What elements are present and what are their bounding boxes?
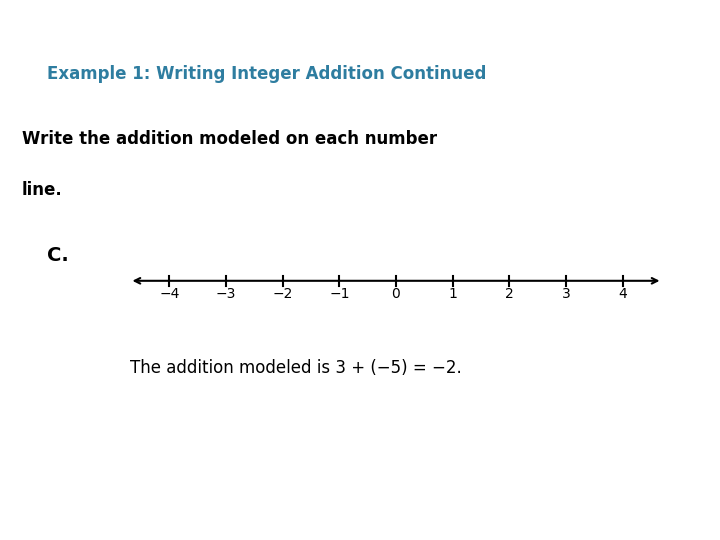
Text: −2: −2 <box>272 287 293 301</box>
Text: C.: C. <box>47 246 68 265</box>
Text: Example 1: Writing Integer Addition Continued: Example 1: Writing Integer Addition Cont… <box>47 65 486 83</box>
Text: line.: line. <box>22 181 63 199</box>
Text: Write the addition modeled on each number: Write the addition modeled on each numbe… <box>22 130 437 147</box>
Text: The addition modeled is 3 + (−5) = −2.: The addition modeled is 3 + (−5) = −2. <box>130 359 462 377</box>
Text: 4: 4 <box>618 287 627 301</box>
Text: 0: 0 <box>392 287 400 301</box>
Text: −1: −1 <box>329 287 350 301</box>
Text: −4: −4 <box>159 287 179 301</box>
Text: 3: 3 <box>562 287 570 301</box>
Text: 1: 1 <box>449 287 457 301</box>
Text: 2: 2 <box>505 287 514 301</box>
Text: −3: −3 <box>216 287 236 301</box>
